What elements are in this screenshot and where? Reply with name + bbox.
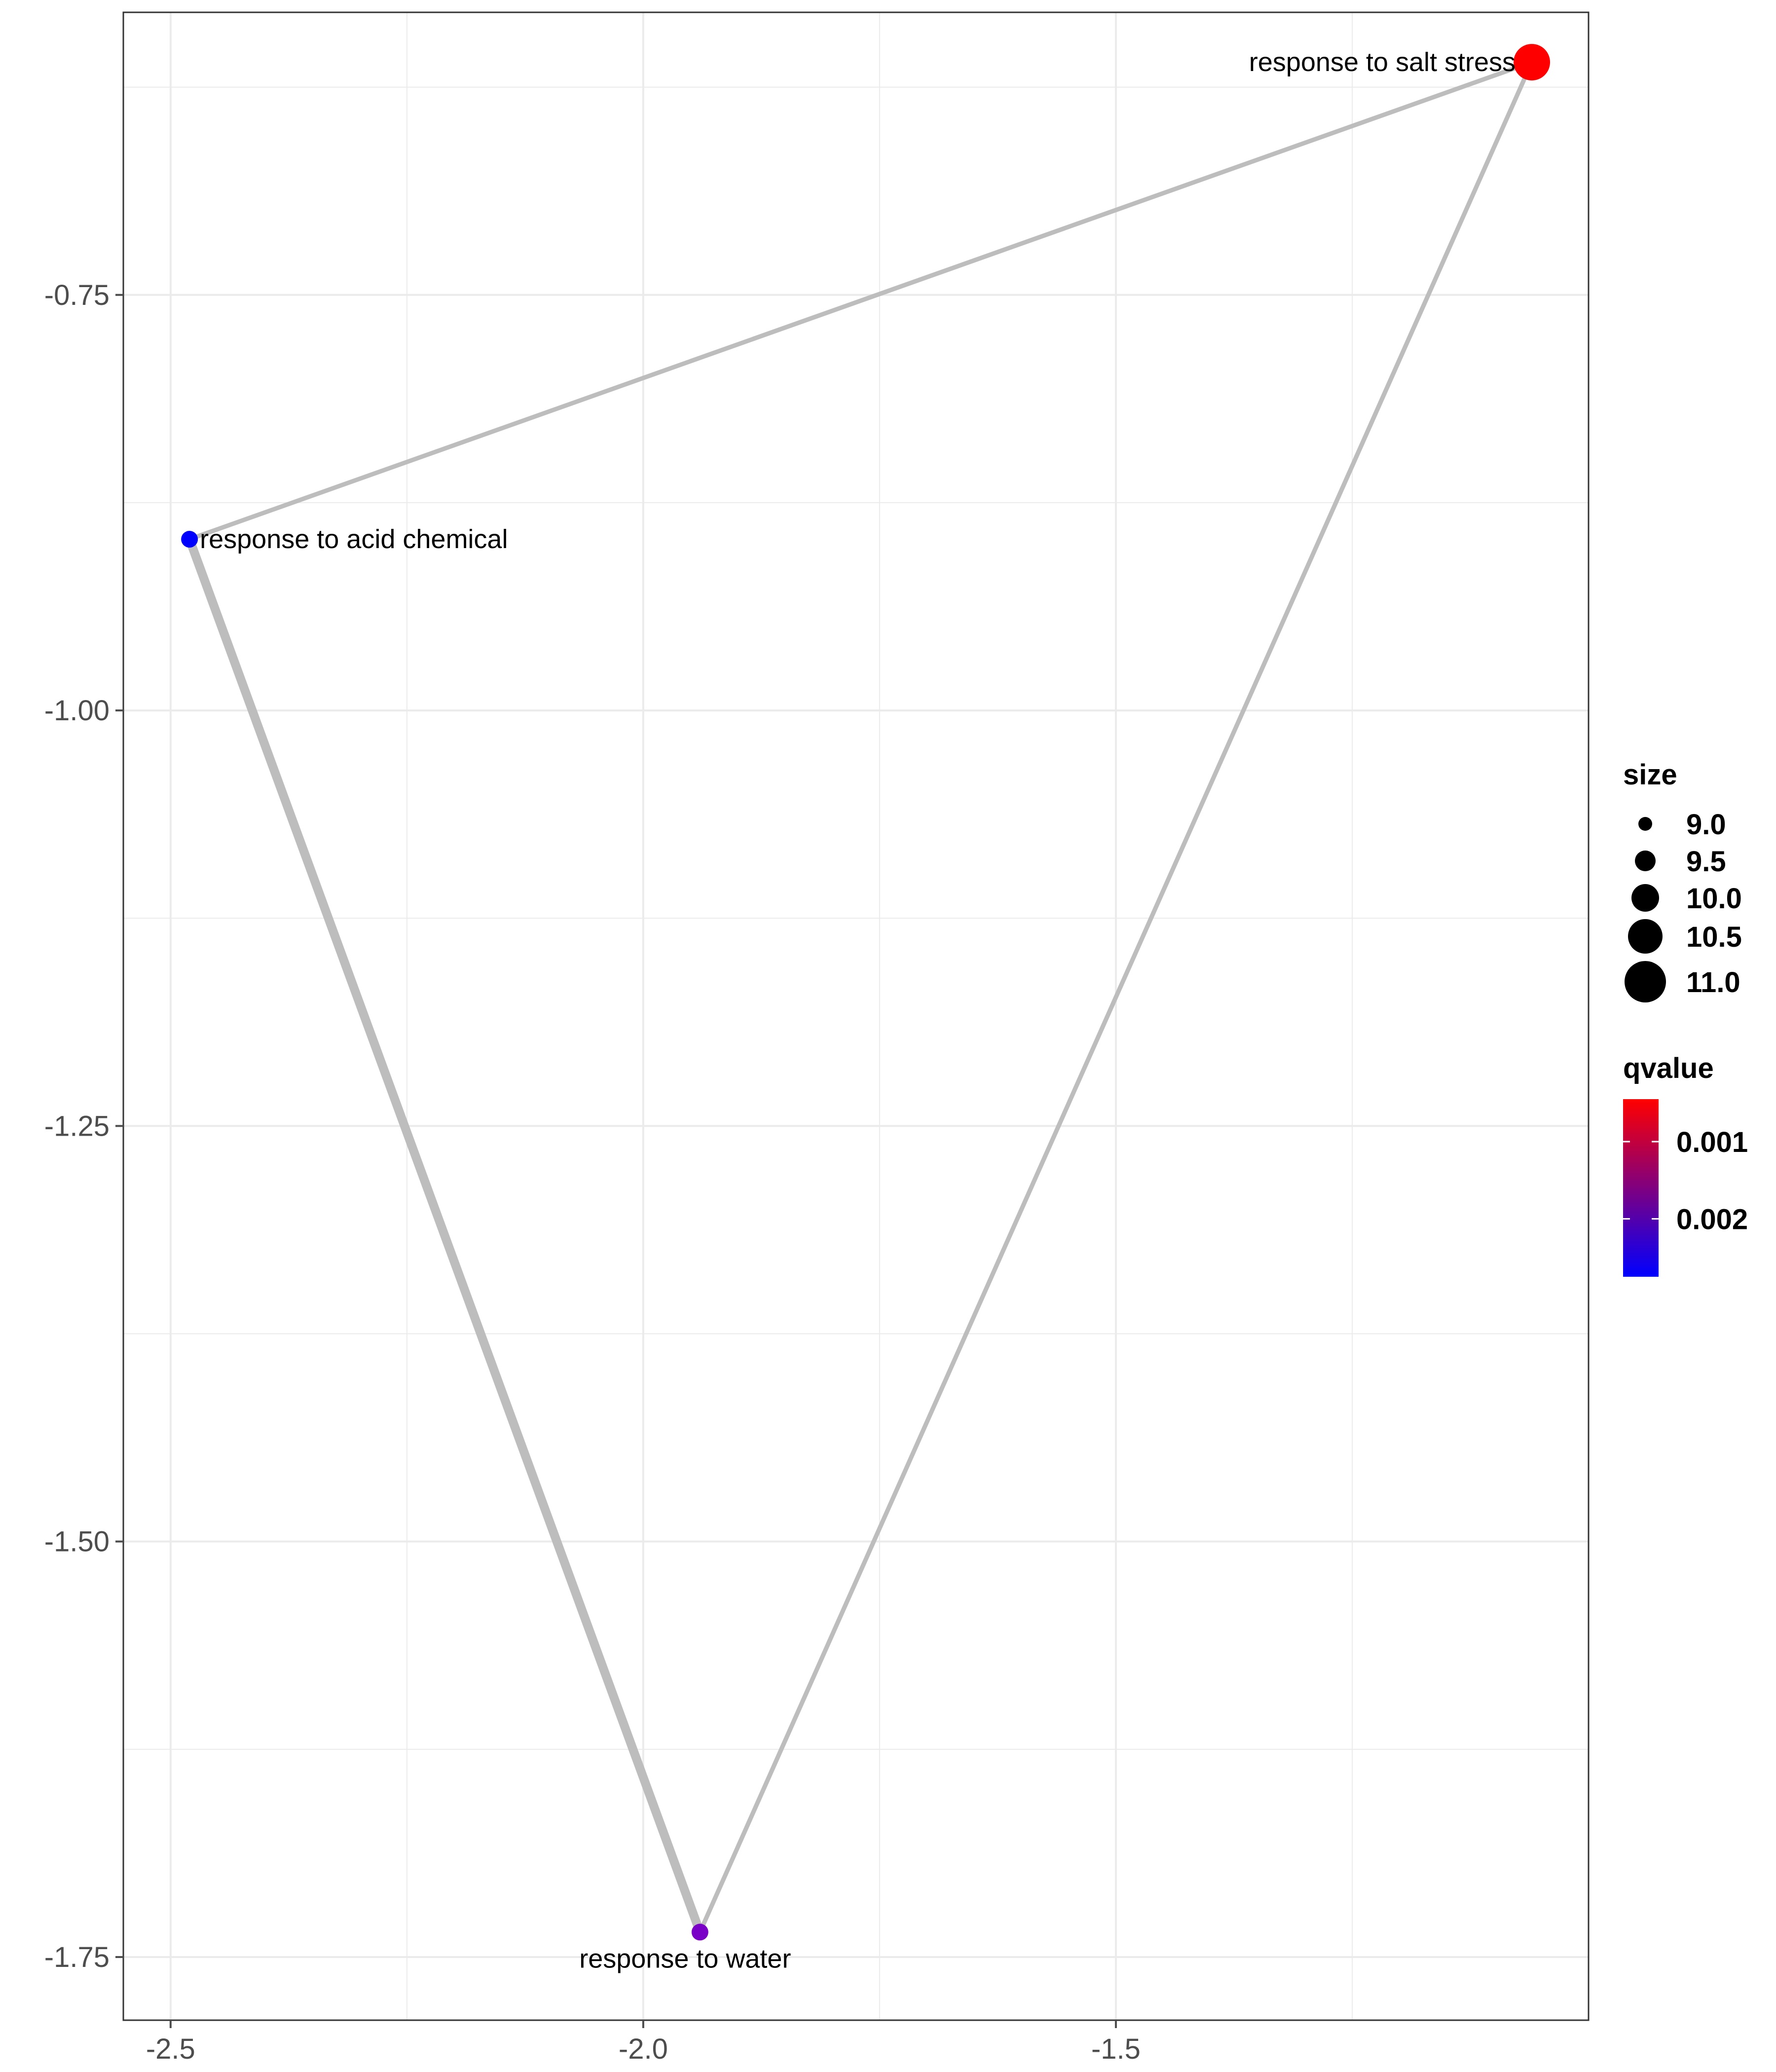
size-legend-label: 9.0 [1686, 809, 1726, 841]
y-tick-label: -1.50 [44, 1526, 110, 1558]
network-edge [698, 60, 1534, 1934]
qvalue-legend-title: qvalue [1623, 1052, 1714, 1084]
size-legend-label: 9.5 [1686, 846, 1726, 878]
network-node [1514, 44, 1551, 81]
network-edge [185, 535, 704, 1937]
size-legend-key [1638, 817, 1652, 831]
major-grid [123, 12, 1589, 2020]
size-legend-key [1635, 851, 1656, 871]
size-legend-key [1631, 884, 1659, 912]
qvalue-colorbar [1623, 1099, 1659, 1277]
plot-panel-border [122, 11, 1590, 2021]
network-node [691, 1924, 708, 1941]
y-tick-label: -1.00 [44, 695, 110, 727]
size-legend-key [1628, 919, 1663, 954]
y-tick-label: -1.25 [44, 1110, 110, 1142]
y-tick-label: -1.75 [44, 1941, 110, 1973]
node-label: response to salt stress [1249, 47, 1516, 77]
network-edges [185, 60, 1534, 1937]
network-edge [187, 60, 1534, 542]
colorbar-tick-label: 0.002 [1676, 1204, 1748, 1236]
legend: size 9.09.510.010.511.0 qvalue 0.0010.00… [1623, 759, 1748, 1277]
x-tick-label: -2.0 [619, 2033, 668, 2065]
node-label: response to water [579, 1944, 791, 1973]
size-legend-label: 11.0 [1686, 966, 1740, 999]
size-legend-title: size [1623, 759, 1677, 791]
node-labels: response to salt stress response to acid … [200, 47, 1516, 1973]
size-legend-label: 10.5 [1686, 921, 1742, 953]
x-tick-label: -2.5 [146, 2033, 195, 2065]
x-tick-label: -1.5 [1091, 2033, 1141, 2065]
qvalue-colorbar-ticks: 0.001 0.002 [1623, 1126, 1748, 1236]
minor-grid [123, 12, 1589, 2020]
size-legend-entries: 9.0 9.5 10.0 10.5 11.0 [1625, 809, 1742, 1002]
network-node [181, 531, 198, 548]
node-label: response to acid chemical [200, 524, 508, 554]
size-legend-key [1625, 961, 1666, 1002]
size-legend-label: 10.0 [1686, 883, 1742, 915]
network-nodes [181, 44, 1551, 1941]
y-tick-label: -0.75 [44, 279, 110, 311]
axis-ticks: -2.5 -2.0 -1.5 -0.75 -1.00 -1.25 -1.50 -1.75 [44, 279, 1141, 2065]
colorbar-tick-label: 0.001 [1676, 1126, 1748, 1158]
